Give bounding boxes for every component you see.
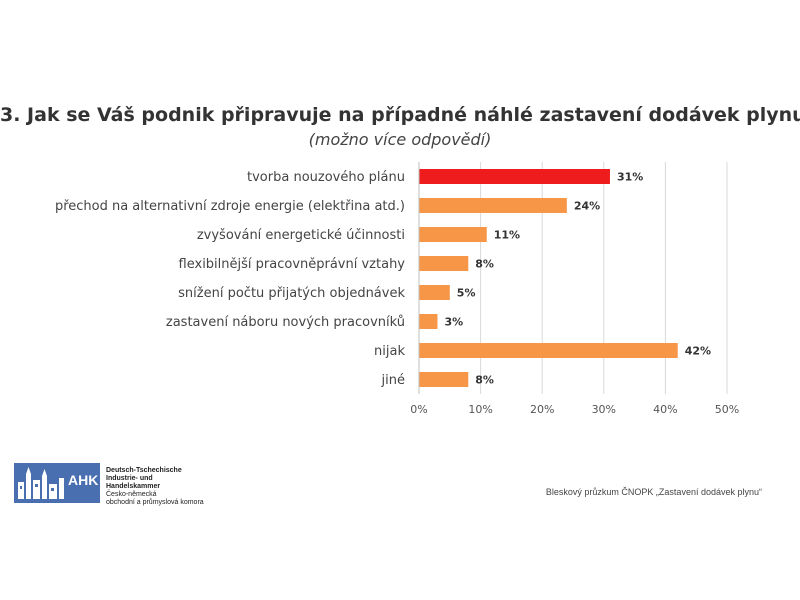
x-tick-label: 40% [653, 403, 677, 416]
city-skyline-icon [18, 467, 64, 499]
category-label: zvyšování energetické účinnosti [197, 228, 405, 243]
source-note: Bleskový průzkum ČNOPK „Zastavení dodáve… [545, 487, 762, 497]
chart-title: 3. Jak se Váš podnik připravuje na přípa… [0, 104, 800, 126]
logo-line: obchodní a průmyslová komora [106, 499, 204, 506]
bar [419, 314, 438, 329]
data-label: 11% [494, 229, 520, 242]
data-label: 24% [574, 200, 600, 213]
logo-line: Česko-německá [106, 491, 157, 498]
bar [419, 285, 450, 300]
x-tick-label: 20% [530, 403, 554, 416]
data-label: 3% [444, 316, 463, 329]
logo-text-block: Deutsch-Tschechische Industrie- und Hand… [106, 467, 204, 507]
chart-subtitle: (možno více odpovědí) [308, 130, 492, 149]
x-tick-label: 30% [592, 403, 616, 416]
logo-line: Deutsch-Tschechische [106, 467, 182, 474]
category-label: tvorba nouzového plánu [247, 170, 405, 185]
ahk-logo: AHK Deutsch-Tschechische Industrie- und … [14, 463, 204, 507]
data-label: 42% [685, 345, 711, 358]
data-label: 31% [617, 171, 643, 184]
category-label: přechod na alternativní zdroje energie (… [55, 199, 405, 214]
category-label: snížení počtu přijatých objednávek [178, 286, 405, 301]
category-label: flexibilnější pracovněprávní vztahy [179, 257, 406, 272]
x-tick-label: 50% [715, 403, 739, 416]
category-label: nijak [374, 344, 405, 359]
x-tick-label: 0% [410, 403, 427, 416]
logo-badge: AHK [14, 463, 100, 503]
category-label: zastavení náboru nových pracovníků [166, 315, 405, 330]
logo-mark: AHK [68, 472, 99, 488]
bar [419, 227, 487, 242]
bar [419, 169, 610, 184]
logo-line: Industrie- und Handelskammer [106, 475, 161, 490]
data-label: 5% [457, 287, 476, 300]
data-label: 8% [475, 374, 494, 387]
bar [419, 256, 469, 271]
bar [419, 343, 678, 358]
bar [419, 198, 567, 213]
data-label: 8% [475, 258, 494, 271]
x-tick-label: 10% [468, 403, 492, 416]
bar [419, 372, 469, 387]
category-label: jiné [381, 373, 405, 388]
